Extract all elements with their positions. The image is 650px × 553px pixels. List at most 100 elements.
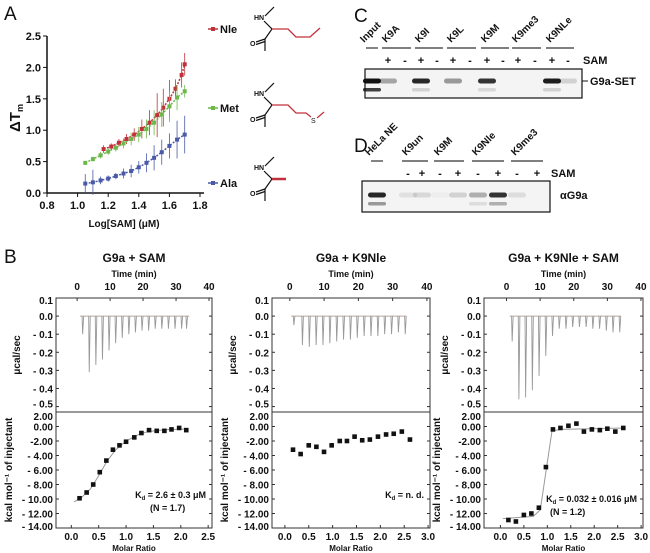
- blot-label: G9a-SET: [590, 76, 636, 88]
- binding-data-point: [169, 427, 174, 432]
- raw-y-tick-label: 0.1: [467, 296, 481, 307]
- injection-peak: [315, 316, 318, 346]
- raw-y-tick-label: - 0.3: [249, 366, 269, 377]
- fit-curve: [502, 427, 625, 520]
- binding-plot-frame: [55, 411, 213, 529]
- data-point-ala: [144, 160, 149, 165]
- molar-axis-label: Molar Ratio: [542, 544, 586, 553]
- x-axis-label: Log[SAM] (μM): [88, 219, 159, 230]
- molar-tick-label: 0.0: [493, 532, 507, 543]
- data-point-nle: [132, 132, 137, 137]
- time-tick-label: 30: [170, 282, 182, 293]
- binding-data-point: [597, 427, 603, 433]
- band: [449, 192, 467, 198]
- binding-data-point: [84, 490, 89, 495]
- data-point-nle: [182, 62, 187, 67]
- data-point-nle: [116, 140, 121, 145]
- injection-peak: [397, 316, 400, 333]
- fit-line-nle: [103, 64, 186, 150]
- data-point-met: [83, 160, 88, 165]
- injection-peak: [578, 316, 581, 327]
- binding-y-tick-label: 2.00: [462, 412, 482, 423]
- time-tick-label: 40: [421, 282, 433, 293]
- bond: [264, 6, 275, 17]
- binding-data-point: [543, 464, 549, 470]
- injection-peak: [121, 316, 124, 338]
- binding-y-tick-label: - 8.00: [27, 481, 53, 492]
- carbonyl-bond: [255, 40, 266, 46]
- time-tick-label: 40: [203, 282, 215, 293]
- raw-y-axis-label: μcal/sec: [440, 335, 451, 375]
- data-point-nle: [101, 147, 106, 152]
- time-tick-label: 10: [319, 282, 331, 293]
- binding-data-point: [375, 434, 381, 439]
- binding-data-point: [383, 432, 389, 437]
- binding-data-point: [506, 517, 511, 523]
- binding-data-point: [104, 458, 109, 463]
- binding-data-point: [536, 505, 542, 510]
- carbonyl-bond: [255, 38, 266, 43]
- raw-y-tick-label: 0.0: [467, 312, 481, 323]
- sam-sign: -: [476, 168, 480, 180]
- band-lower: [412, 88, 430, 92]
- molar-tick-label: 1.0: [119, 532, 133, 543]
- injection-peak: [611, 316, 615, 333]
- binding-y-tick-label: - 4.00: [455, 452, 481, 463]
- panel-label-b: B: [4, 247, 17, 268]
- binding-data-point: [90, 482, 96, 487]
- injection-peak: [134, 316, 137, 333]
- data-point-ala: [106, 176, 111, 181]
- binding-y-tick-label: - 10.00: [238, 495, 270, 506]
- binding-y-tick-label: - 6.00: [455, 466, 481, 477]
- lane-label: K9M: [479, 22, 502, 45]
- band: [489, 192, 507, 198]
- binding-data-point: [558, 425, 563, 431]
- data-point-nle: [124, 136, 129, 141]
- molar-tick-label: 2.0: [587, 532, 601, 543]
- molar-tick-label: 0.0: [64, 532, 78, 543]
- injection-peak: [167, 316, 170, 329]
- data-point-ala: [83, 181, 88, 186]
- band: [478, 78, 496, 84]
- sam-sign: +: [418, 55, 424, 67]
- legend-label-nle: Nle: [220, 24, 237, 36]
- binding-y-tick-label: 0.00: [250, 423, 270, 434]
- panel-label-c: C: [354, 6, 368, 27]
- sam-sign: -: [533, 55, 537, 67]
- raw-y-tick-label: - 0.1: [461, 330, 481, 341]
- injection-peak: [107, 316, 111, 351]
- binding-y-tick-label: - 14.00: [238, 522, 270, 533]
- itc-title: G9a + K9Nle: [316, 251, 387, 265]
- kd-symbol: K: [135, 490, 142, 500]
- binding-data-point: [337, 438, 343, 444]
- injection-peak: [544, 316, 548, 356]
- binding-y-tick-label: - 10.00: [22, 495, 54, 506]
- injection-peak: [618, 316, 622, 333]
- injection-peak: [81, 316, 85, 335]
- molar-axis-label: Molar Ratio: [112, 544, 156, 553]
- band: [469, 192, 487, 198]
- binding-y-axis-label: kcal mol⁻¹ of injectant: [4, 417, 15, 522]
- molar-tick-label: 0.0: [278, 532, 292, 543]
- injection-peak: [511, 316, 514, 342]
- raw-y-tick-label: - 0.4: [461, 384, 481, 395]
- data-point-met: [129, 136, 134, 141]
- injection-peak: [369, 316, 373, 337]
- band-lower: [543, 88, 561, 92]
- injection-peak: [342, 316, 345, 340]
- binding-data-point: [621, 425, 626, 431]
- data-point-ala: [175, 137, 180, 142]
- legend-label-met: Met: [220, 103, 239, 115]
- raw-y-axis-label: μcal/sec: [228, 335, 239, 375]
- kd-value: = 0.032 ± 0.016 μM: [556, 494, 637, 504]
- carbonyl-bond: [255, 114, 266, 119]
- binding-data-point: [581, 429, 587, 434]
- binding-data-point: [605, 426, 610, 431]
- kd-annotation: Kd = 2.6 ± 0.3 μM: [135, 490, 206, 502]
- injection-peak: [564, 316, 568, 329]
- panel-label-d: D: [354, 136, 368, 157]
- binding-data-point: [407, 437, 413, 442]
- injection-peak: [127, 316, 131, 335]
- injection-peak: [173, 316, 177, 329]
- time-tick-label: 20: [353, 282, 365, 293]
